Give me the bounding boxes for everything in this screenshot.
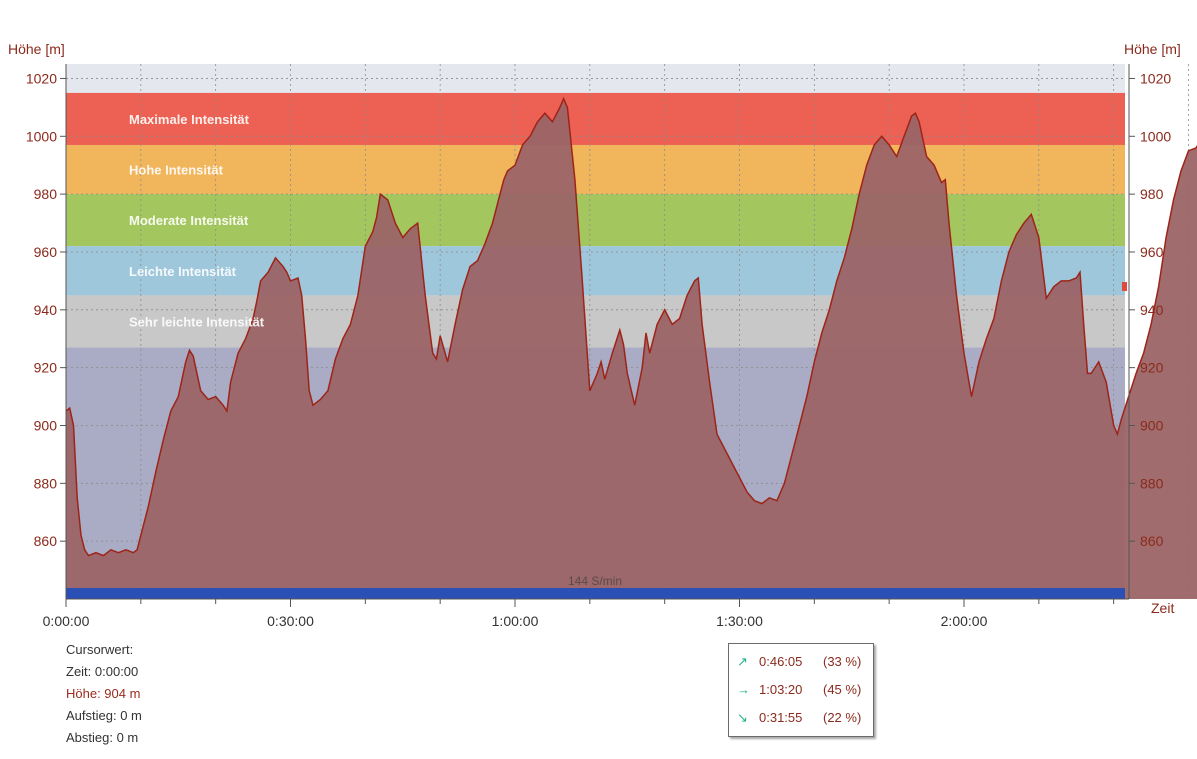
zone-band bbox=[66, 144, 1125, 195]
stat-percent: (45 %) bbox=[823, 682, 862, 697]
zone-label: Sehr leichte Intensität bbox=[129, 314, 265, 329]
y-axis-title-right: Höhe [m] bbox=[1124, 41, 1181, 57]
x-tick-label: 0:00:00 bbox=[43, 613, 90, 629]
x-tick-label: 1:00:00 bbox=[492, 613, 539, 629]
zone-label: Hohe Intensität bbox=[129, 163, 224, 178]
stat-percent: (33 %) bbox=[823, 654, 862, 669]
y-tick-label-right: 960 bbox=[1140, 244, 1164, 260]
cursor-time: Zeit: 0:00:00 bbox=[66, 664, 139, 679]
y-tick-label-right: 1000 bbox=[1140, 128, 1171, 144]
zone-label: Leichte Intensität bbox=[129, 264, 237, 279]
stat-row-descent: ↘ 0:31:55 (22 %) bbox=[737, 708, 861, 728]
y-tick-label-left: 900 bbox=[34, 417, 58, 433]
y-tick-label-left: 960 bbox=[34, 244, 58, 260]
zone-label: Maximale Intensität bbox=[129, 112, 250, 127]
y-tick-label-right: 1020 bbox=[1140, 70, 1171, 86]
y-tick-label-right: 880 bbox=[1140, 475, 1164, 491]
intensity-zone-labels: Maximale Intensität Hohe Intensität Modera… bbox=[129, 112, 265, 329]
marker-red bbox=[1122, 282, 1127, 291]
elevation-line bbox=[65, 96, 1197, 557]
y-tick-label-left: 860 bbox=[34, 533, 58, 549]
x-tick-label: 2:00:00 bbox=[941, 613, 988, 629]
cursor-descent: Abstieg: 0 m bbox=[66, 730, 139, 745]
stat-time: 0:31:55 bbox=[759, 710, 803, 725]
cadence-label: 144 S/min bbox=[568, 574, 622, 588]
y-tick-label-left: 980 bbox=[34, 186, 58, 202]
cadence-bar-fill bbox=[66, 588, 1125, 599]
stat-time: 1:03:20 bbox=[759, 682, 803, 697]
stat-row-level: → 1:03:20 (45 %) bbox=[737, 680, 861, 700]
stat-row-ascent: ↗ 0:46:05 (33 %) bbox=[737, 652, 861, 672]
elevation-series bbox=[65, 96, 1197, 599]
y-tick-label-right: 940 bbox=[1140, 302, 1164, 318]
level-arrow-icon: → bbox=[737, 682, 750, 697]
y-tick-label-left: 1000 bbox=[26, 128, 57, 144]
elevation-area bbox=[66, 98, 1197, 599]
y-tick-label-right: 920 bbox=[1140, 360, 1164, 376]
cursor-ascent: Aufstieg: 0 m bbox=[66, 708, 142, 723]
y-tick-label-left: 920 bbox=[34, 360, 58, 376]
stat-percent: (22 %) bbox=[823, 710, 862, 725]
gradient-stats-box: ↗ 0:46:05 (33 %) → 1:03:20 (45 %) ↘ 0:31:55 (2… bbox=[728, 643, 874, 737]
y-tick-label-right: 860 bbox=[1140, 533, 1164, 549]
x-axis-title: Zeit bbox=[1151, 600, 1175, 616]
stat-time: 0:46:05 bbox=[759, 654, 803, 669]
cursor-elevation: Höhe: 904 m bbox=[66, 686, 141, 701]
cadence-bar: 144 S/min bbox=[66, 282, 1127, 599]
cursor-heading: Cursorwert: bbox=[66, 642, 134, 657]
y-tick-label-right: 980 bbox=[1140, 186, 1164, 202]
x-tick-label: 1:30:00 bbox=[716, 613, 763, 629]
axes: 860 860 880 880 900 900 920 920 940 940 960 960 980 9… bbox=[26, 64, 1171, 629]
y-tick-label-left: 940 bbox=[34, 302, 58, 318]
y-axis-title-left: Höhe [m] bbox=[8, 41, 65, 57]
x-tick-label: 0:30:00 bbox=[267, 613, 314, 629]
descent-arrow-icon: ↘ bbox=[737, 710, 748, 725]
y-tick-label-right: 900 bbox=[1140, 417, 1164, 433]
ascent-arrow-icon: ↗ bbox=[737, 654, 748, 669]
y-tick-label-left: 1020 bbox=[26, 70, 57, 86]
zone-label: Moderate Intensität bbox=[129, 213, 249, 228]
y-tick-label-left: 880 bbox=[34, 475, 58, 491]
cursor-info-panel: Cursorwert: Zeit: 0:00:00 Höhe: 904 m Au… bbox=[66, 639, 142, 749]
